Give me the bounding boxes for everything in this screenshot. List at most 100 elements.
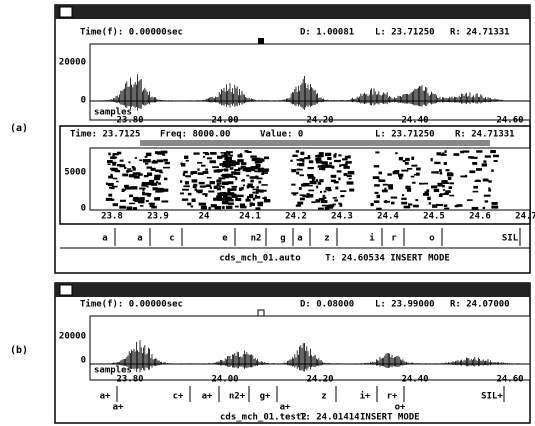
spectral-blob bbox=[223, 194, 228, 197]
spectral-blob bbox=[230, 176, 236, 178]
spectral-blob bbox=[374, 165, 380, 167]
spectral-blob bbox=[318, 208, 324, 210]
spectral-blob bbox=[120, 200, 126, 202]
header-field: Value: 0 bbox=[260, 130, 303, 140]
spectral-blob bbox=[399, 157, 403, 160]
spectral-blob bbox=[322, 205, 329, 207]
spectral-blob bbox=[323, 195, 326, 197]
segment-label: a+ bbox=[113, 403, 124, 413]
spectral-blob bbox=[494, 160, 498, 162]
spectral-blob bbox=[484, 195, 491, 197]
spectral-blob bbox=[106, 182, 108, 185]
y-tick-label: 5000 bbox=[64, 168, 86, 178]
spectral-blob bbox=[343, 166, 349, 169]
spectral-blob bbox=[388, 184, 393, 187]
spectral-blob bbox=[296, 205, 301, 207]
segment-label: a bbox=[102, 234, 107, 244]
segment-label: c+ bbox=[173, 392, 184, 402]
spectral-blob bbox=[349, 178, 352, 180]
spectral-blob bbox=[383, 184, 388, 186]
spectral-blob bbox=[200, 185, 206, 187]
spectral-blob bbox=[331, 175, 337, 178]
spectral-blob bbox=[412, 182, 415, 184]
spectral-blob bbox=[192, 179, 198, 182]
spectral-blob bbox=[411, 165, 417, 167]
spectral-blob bbox=[146, 153, 152, 156]
header-field: L: 23.71250 bbox=[375, 28, 435, 38]
spectral-blob bbox=[407, 168, 412, 170]
spectral-blob bbox=[226, 206, 232, 209]
spectral-blob bbox=[334, 199, 338, 201]
spectral-blob bbox=[246, 170, 251, 172]
spectral-blob bbox=[212, 166, 219, 168]
header-field: Time(f): 0.00000sec bbox=[80, 299, 183, 310]
spectral-blob bbox=[221, 155, 228, 158]
spectral-blob bbox=[131, 186, 137, 189]
spectral-blob bbox=[185, 181, 189, 184]
spectral-blob bbox=[205, 194, 208, 197]
spectral-blob bbox=[181, 163, 185, 166]
spectral-blob bbox=[296, 172, 299, 175]
spectral-blob bbox=[113, 178, 118, 180]
spectral-blob bbox=[255, 195, 257, 197]
spectral-blob bbox=[436, 152, 440, 155]
spectral-blob bbox=[145, 156, 148, 158]
spectral-blob bbox=[255, 196, 260, 199]
spectral-blob bbox=[387, 173, 391, 175]
spectral-blob bbox=[476, 180, 480, 182]
segment-label: a+ bbox=[100, 392, 111, 402]
spectral-blob bbox=[151, 168, 156, 171]
spectral-blob bbox=[263, 172, 268, 174]
spectral-blob bbox=[443, 182, 449, 184]
spectral-blob bbox=[222, 183, 224, 185]
spectral-blob bbox=[485, 155, 491, 157]
spectral-blob bbox=[304, 157, 310, 159]
spectral-blob bbox=[229, 199, 234, 201]
spectral-blob bbox=[394, 170, 399, 172]
spectral-blob bbox=[384, 188, 386, 190]
spectral-blob bbox=[311, 201, 315, 203]
spectral-blob bbox=[256, 164, 261, 167]
spectral-blob bbox=[246, 175, 249, 177]
spectral-blob bbox=[401, 202, 407, 205]
spectral-blob bbox=[164, 178, 167, 181]
spectral-blob bbox=[443, 189, 445, 191]
spectral-blob bbox=[297, 202, 303, 205]
spectral-blob bbox=[321, 200, 328, 203]
x-tick-label: 24.4 bbox=[377, 212, 399, 222]
spectral-blob bbox=[138, 173, 143, 175]
x-tick-label: 23.80 bbox=[116, 116, 143, 126]
spectral-blob bbox=[324, 191, 327, 193]
spectral-blob bbox=[143, 159, 150, 162]
spectral-blob bbox=[245, 199, 250, 202]
spectral-blob bbox=[208, 207, 210, 210]
spectral-blob bbox=[402, 194, 404, 196]
header-field: L: 23.99000 bbox=[375, 300, 435, 310]
status-text: T: 24.60534 bbox=[325, 254, 385, 264]
spectral-blob bbox=[339, 164, 341, 167]
spectral-blob bbox=[302, 161, 304, 163]
segment-label: o+ bbox=[395, 403, 406, 413]
spectral-blob bbox=[219, 163, 224, 166]
spectral-blob bbox=[197, 168, 199, 170]
spectral-blob bbox=[220, 192, 226, 194]
spectral-blob bbox=[374, 184, 380, 186]
spectral-blob bbox=[128, 170, 132, 172]
status-text: cds_mch_01.test2 bbox=[220, 413, 307, 423]
spectral-blob bbox=[482, 163, 487, 166]
spectral-blob bbox=[140, 205, 144, 207]
x-tick-label: 24.2 bbox=[285, 212, 307, 222]
spectral-blob bbox=[492, 202, 498, 205]
spectral-blob bbox=[445, 190, 451, 193]
window-button bbox=[60, 285, 72, 295]
spectral-blob bbox=[483, 160, 486, 163]
spectral-blob bbox=[348, 155, 350, 157]
spectral-blob bbox=[202, 203, 206, 206]
spectral-blob bbox=[192, 199, 196, 202]
segment-label: a bbox=[137, 234, 142, 244]
spectral-blob bbox=[264, 199, 266, 202]
spectral-blob bbox=[427, 197, 431, 200]
x-tick-label: 23.80 bbox=[116, 375, 143, 385]
spectral-blob bbox=[349, 189, 354, 192]
spectral-blob bbox=[106, 198, 113, 201]
